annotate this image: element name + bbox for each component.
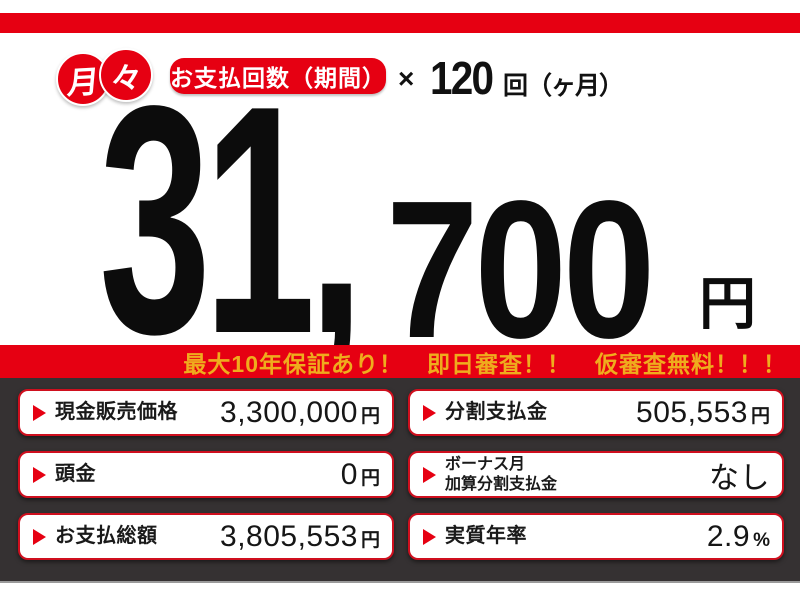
detail-value: なし bbox=[709, 461, 770, 495]
detail-unit: 円 bbox=[360, 529, 380, 551]
monthly-price-sub-digits: 700 bbox=[386, 160, 655, 379]
arrow-icon bbox=[33, 466, 46, 483]
arrow-icon bbox=[423, 404, 436, 421]
promo-banner: 最大10年保証あり！ 即日審査！！ 仮審査無料！！！ bbox=[0, 345, 800, 378]
detail-label: 分割支払金 bbox=[445, 401, 548, 423]
detail-label: お支払総額 bbox=[55, 525, 158, 547]
payment-details-panel: 現金販売価格 3,300,000 円 分割支払金 505,553 円 頭金 bbox=[0, 378, 800, 583]
monthly-badge-char-1: 月 bbox=[65, 63, 100, 101]
payment-count-value: 120 bbox=[430, 52, 494, 104]
detail-value: 3,300,000 bbox=[220, 395, 358, 429]
arrow-icon bbox=[33, 404, 46, 421]
detail-value-wrap: 505,553 円 bbox=[636, 396, 770, 430]
monthly-price-main-digits: 31, bbox=[99, 38, 364, 401]
detail-value-wrap: なし bbox=[709, 453, 770, 497]
arrow-icon bbox=[33, 528, 46, 545]
detail-unit: 円 bbox=[360, 405, 380, 427]
detail-value: 2.9 bbox=[706, 519, 751, 553]
detail-unit: 円 bbox=[750, 405, 770, 427]
detail-value-wrap: 0 円 bbox=[341, 458, 380, 492]
detail-value: 3,805,553 bbox=[220, 519, 358, 553]
detail-value: 505,553 bbox=[636, 395, 748, 429]
detail-value: 0 bbox=[340, 457, 358, 491]
detail-value-wrap: 3,805,553 円 bbox=[220, 520, 380, 554]
promo-banner-text: 最大10年保証あり！ 即日審査！！ 仮審査無料！！！ bbox=[183, 350, 787, 377]
detail-cell-down-payment: 頭金 0 円 bbox=[18, 451, 394, 498]
monthly-badge-char-2: 々 bbox=[108, 59, 143, 97]
detail-value-wrap: 3,300,000 円 bbox=[220, 396, 380, 430]
detail-label: 現金販売価格 bbox=[55, 401, 178, 423]
monthly-price-unit: 円 bbox=[699, 272, 756, 336]
arrow-icon bbox=[423, 528, 436, 545]
detail-cell-total-payment: お支払総額 3,805,553 円 bbox=[18, 513, 394, 560]
detail-label: ボーナス月 加算分割支払金 bbox=[445, 456, 558, 493]
arrow-icon bbox=[423, 466, 436, 483]
payment-count-pill-label: お支払回数（期間） bbox=[170, 65, 386, 91]
detail-unit: % bbox=[753, 529, 770, 551]
detail-label: 実質年率 bbox=[445, 525, 527, 547]
detail-label: 頭金 bbox=[55, 463, 96, 485]
monthly-badge-circle-2: 々 bbox=[99, 48, 153, 102]
detail-cell-cash-price: 現金販売価格 3,300,000 円 bbox=[18, 389, 394, 436]
multiplier-sign: × bbox=[398, 63, 415, 94]
payment-count-pill: お支払回数（期間） bbox=[170, 58, 386, 94]
detail-cell-apr: 実質年率 2.9 % bbox=[408, 513, 784, 560]
detail-cell-bonus-payment: ボーナス月 加算分割支払金 なし bbox=[408, 451, 784, 498]
payment-count-unit: 回（ヶ月） bbox=[503, 72, 624, 100]
detail-unit: 円 bbox=[360, 467, 380, 489]
top-red-bar bbox=[0, 13, 800, 33]
detail-cell-installment: 分割支払金 505,553 円 bbox=[408, 389, 784, 436]
detail-value-wrap: 2.9 % bbox=[707, 520, 770, 554]
